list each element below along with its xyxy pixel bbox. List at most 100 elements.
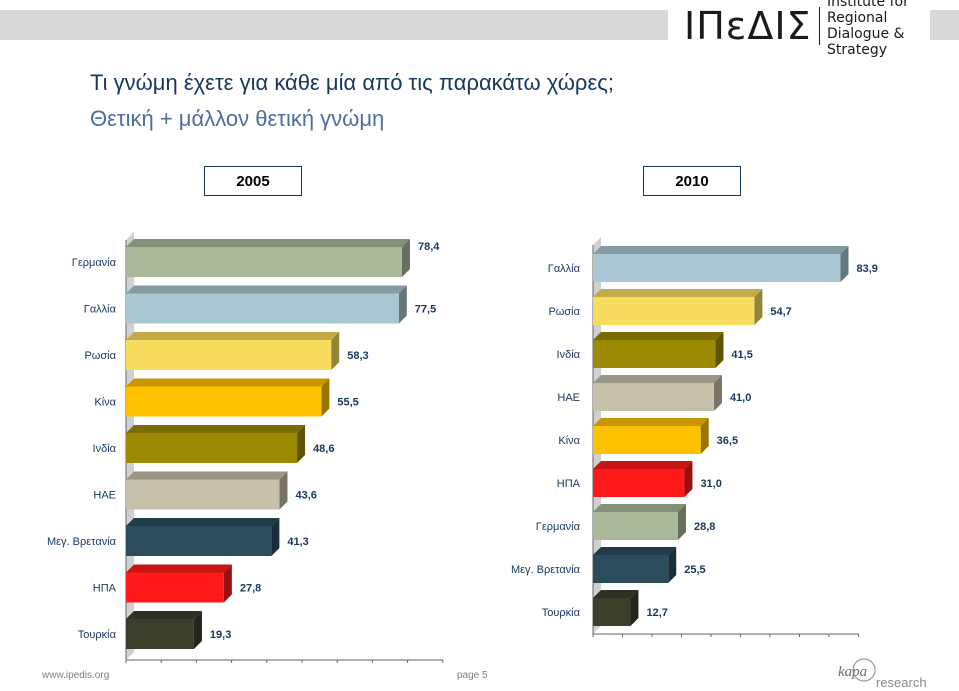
chart-title-2010: 2010 xyxy=(643,166,741,196)
category-label: Γαλλία xyxy=(84,304,117,316)
category-label: Γερμανία xyxy=(72,257,117,269)
category-label: Κίνα xyxy=(94,397,116,409)
bar xyxy=(126,293,399,324)
ipedis-logo: ΙΠεΔΙΣ Institute for Regional Dialogue &… xyxy=(684,0,934,58)
category-label: Ινδία xyxy=(557,349,581,361)
bar-top-face xyxy=(593,418,709,426)
category-label: ΗΠΑ xyxy=(557,478,581,490)
bar-side-face xyxy=(715,332,724,368)
bar xyxy=(126,386,322,417)
bar xyxy=(126,572,224,603)
category-label: Κίνα xyxy=(558,435,580,447)
bar-side-face xyxy=(321,378,330,417)
logo-line-1: Institute for Regional xyxy=(827,0,909,26)
bar-side-face xyxy=(668,547,677,583)
value-label: 43,6 xyxy=(295,490,316,502)
value-label: 28,8 xyxy=(694,521,715,533)
research-word: research xyxy=(876,675,927,690)
value-label: 19,3 xyxy=(210,629,231,641)
bar-side-face xyxy=(677,504,686,540)
chart-2005: Γερμανία 78,4 Γαλλία 77,5 Ρωσία 58,3 Κίνα 55,5 Ι… xyxy=(47,232,444,663)
category-label: ΗΑΕ xyxy=(93,490,116,502)
bar xyxy=(593,426,701,454)
value-label: 12,7 xyxy=(646,607,667,619)
bar xyxy=(593,383,714,411)
bar-side-face xyxy=(193,611,202,649)
value-label: 78,4 xyxy=(418,241,440,253)
value-label: 48,6 xyxy=(313,443,334,455)
value-label: 36,5 xyxy=(717,435,738,447)
logo-swirl-icon xyxy=(852,658,876,682)
value-label: 41,5 xyxy=(731,349,752,361)
chart-2010: Γαλλία 83,9 Ρωσία 54,7 Ινδία 41,5 ΗΑΕ 41,0 Κίνα 3… xyxy=(511,237,878,637)
bar-side-face xyxy=(700,418,709,454)
value-label: 83,9 xyxy=(857,263,878,275)
kapa-research-logo: kapa research xyxy=(838,658,927,690)
bar-top-face xyxy=(126,564,232,573)
category-label: Γαλλία xyxy=(548,263,581,275)
bar xyxy=(593,512,678,540)
bar xyxy=(126,433,298,463)
category-label: ΗΑΕ xyxy=(557,392,580,404)
bar-side-face xyxy=(754,289,763,325)
value-label: 25,5 xyxy=(684,564,705,576)
bar-top-face xyxy=(593,504,686,512)
value-label: 54,7 xyxy=(770,306,791,318)
bar xyxy=(593,297,755,325)
bar xyxy=(593,598,631,626)
bar-side-face xyxy=(271,518,280,556)
logo-mark: ΙΠεΔΙΣ xyxy=(684,4,812,48)
category-label: Μεγ. Βρετανία xyxy=(47,536,117,548)
bar-top-face xyxy=(126,611,202,619)
value-label: 41,3 xyxy=(287,536,308,548)
chart-title-2005: 2005 xyxy=(204,166,302,196)
category-label: Γερμανία xyxy=(536,521,581,533)
value-label: 77,5 xyxy=(415,304,436,316)
bar-top-face xyxy=(593,289,763,297)
bar-top-face xyxy=(126,425,306,433)
bar-top-face xyxy=(126,332,340,340)
page-title: Τι γνώμη έχετε για κάθε μία από τις παρα… xyxy=(90,70,614,95)
bar-top-face xyxy=(126,239,410,247)
bar xyxy=(126,526,272,556)
bar-top-face xyxy=(593,590,639,598)
footer-page-number: page 5 xyxy=(457,670,488,681)
bar-side-face xyxy=(279,471,288,510)
header-band-end xyxy=(930,10,959,40)
category-label: Ρωσία xyxy=(84,350,116,362)
logo-line-2: Dialogue & Strategy xyxy=(827,26,905,58)
bar-side-face xyxy=(331,332,340,370)
logo-divider xyxy=(818,7,820,45)
bar xyxy=(593,340,716,368)
value-label: 55,5 xyxy=(337,397,358,409)
value-label: 27,8 xyxy=(240,583,261,595)
bar-side-face xyxy=(713,375,722,411)
value-label: 58,3 xyxy=(347,350,368,362)
bar-top-face xyxy=(126,471,288,480)
bar-side-face xyxy=(840,246,849,282)
bar xyxy=(593,254,841,282)
category-label: Τουρκία xyxy=(542,607,581,619)
bar-side-face xyxy=(401,239,410,277)
bar-side-face xyxy=(398,285,407,324)
kapa-word: kapa xyxy=(838,664,867,680)
footer-url[interactable]: www.ipedis.org xyxy=(42,670,110,681)
bar-top-face xyxy=(126,518,280,526)
bar xyxy=(126,340,332,370)
category-label: Ρωσία xyxy=(548,306,580,318)
logo-text: Institute for Regional Dialogue & Strate… xyxy=(827,0,934,58)
category-label: Τουρκία xyxy=(78,629,117,641)
bar xyxy=(126,619,194,649)
value-label: 41,0 xyxy=(730,392,751,404)
page-subtitle: Θετική + μάλλον θετική γνώμη xyxy=(90,106,385,131)
bar-side-face xyxy=(630,590,639,626)
bar xyxy=(593,469,685,497)
bar-top-face xyxy=(593,332,724,340)
bar xyxy=(593,555,669,583)
bar-side-face xyxy=(223,564,232,603)
bar-side-face xyxy=(297,425,306,463)
bar-top-face xyxy=(593,375,722,383)
bar-side-face xyxy=(684,461,693,497)
bar xyxy=(126,479,280,510)
